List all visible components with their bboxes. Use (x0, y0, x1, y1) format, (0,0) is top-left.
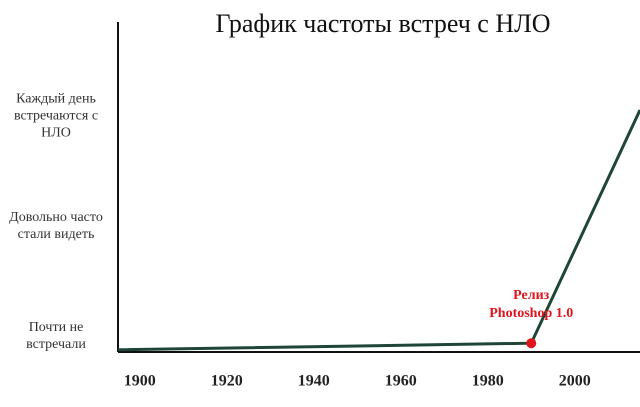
y-tick-label: Довольно часто стали видеть (9, 209, 103, 242)
x-tick-label: 1920 (211, 373, 243, 390)
x-tick-label: 2000 (559, 373, 591, 390)
x-tick-label: 1940 (298, 373, 330, 390)
y-tick-label: Каждый день встречаются с НЛО (13, 91, 99, 140)
chart-title: График частоты встреч с НЛО (215, 9, 550, 38)
highlight-point (526, 338, 537, 349)
x-tick-label: 1980 (472, 373, 504, 390)
x-tick-label: 1960 (385, 373, 417, 390)
annotation: Релиз Photoshop 1.0 (489, 288, 574, 322)
y-tick-label: Почти не встречали (26, 319, 86, 352)
x-tick-label: 1900 (124, 373, 156, 390)
